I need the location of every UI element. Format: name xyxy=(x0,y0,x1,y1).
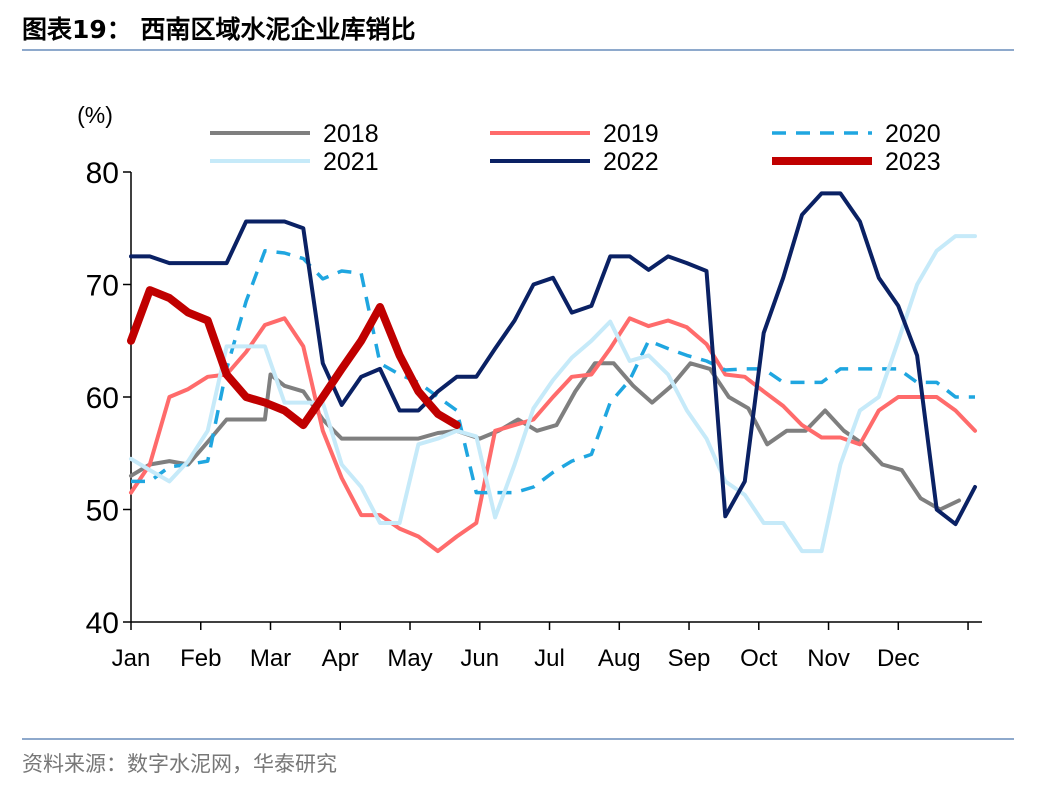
x-tick-label: Mar xyxy=(250,645,291,672)
legend-label-2020: 2020 xyxy=(885,120,941,148)
title-divider xyxy=(22,49,1014,51)
x-tick-label: Nov xyxy=(807,645,850,672)
source-divider xyxy=(22,738,1014,740)
series-line-2022 xyxy=(129,191,977,527)
series-line-2021 xyxy=(129,234,977,554)
y-tick-label: 70 xyxy=(86,270,119,303)
chart-plot-area xyxy=(127,191,977,554)
legend-label-2018: 2018 xyxy=(323,120,379,148)
y-tick-label: 60 xyxy=(86,382,119,415)
legend-label-2019: 2019 xyxy=(603,120,659,148)
x-tick-label: May xyxy=(387,645,432,672)
x-tick-label: Jul xyxy=(534,645,565,672)
y-tick-label: 80 xyxy=(86,157,119,190)
x-tick-label: Aug xyxy=(598,645,641,672)
x-tick-label: Feb xyxy=(180,645,221,672)
x-tick-label: Jun xyxy=(460,645,499,672)
series-line-2020 xyxy=(131,249,975,495)
chart-legend: 2018 2019 2020 2021 2022 2023 xyxy=(210,120,941,176)
legend-label-2022: 2022 xyxy=(603,148,659,176)
y-tick-label: 40 xyxy=(86,607,119,640)
series-line-2019 xyxy=(129,316,977,554)
series-line-2023 xyxy=(127,286,461,430)
legend-label-2023: 2023 xyxy=(885,148,941,176)
x-tick-label: Oct xyxy=(740,645,778,672)
y-axis-unit-label: (%) xyxy=(77,102,113,128)
chart-axes: 40 50 60 70 80 (%) Jan Feb Mar Apr May Jun Jul Aug Sep… xyxy=(77,102,982,672)
x-tick-label: Jan xyxy=(112,645,151,672)
figure-title: 图表19： 西南区域水泥企业库销比 xyxy=(22,15,416,44)
x-tick-label: Sep xyxy=(668,645,711,672)
legend-label-2021: 2021 xyxy=(323,148,379,176)
x-tick-label: Dec xyxy=(877,645,920,672)
y-tick-label: 50 xyxy=(86,495,119,528)
source-note: 资料来源：数字水泥网，华泰研究 xyxy=(22,752,337,776)
x-tick-label: Apr xyxy=(322,645,359,672)
